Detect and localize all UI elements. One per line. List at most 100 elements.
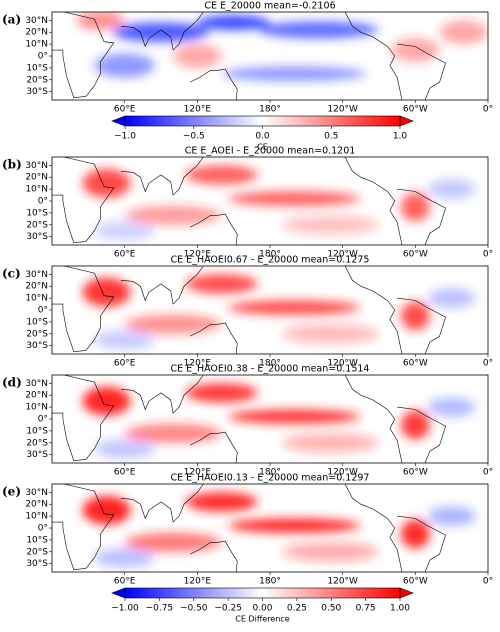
field-blob [185,492,258,512]
lat-tick-label: 0° [38,415,48,425]
panel-label: (a) [2,13,21,27]
lon-tick-label: 60°W [403,250,428,260]
lon-tick-label: 120°E [184,250,212,260]
lat-tick-label: 20°N [25,391,48,401]
coast-americas [344,375,403,463]
coastlines [52,484,446,572]
coast-sa-east [397,188,446,245]
lon-tick-label: 0° [483,577,493,587]
lon-tick-label: 120°W [327,359,358,369]
map-field [82,274,476,350]
colorbar-tick-label: 1.0 [393,132,408,142]
colorbar-tick-label: 0.0 [255,132,270,142]
field-blob [228,300,361,315]
lon-tick-label: 120°W [327,250,358,260]
lon-tick-label: 180° [259,359,281,369]
colorbar-tick-label: −0.25 [214,604,242,614]
map-panel: (e) CE E_HAOEI0.13 - E_20000 mean=0.1297 3… [2,473,493,587]
coast-asia [121,484,204,523]
lat-tick-label: 30°N [25,16,48,26]
colorbar-tick-label: −1.00 [111,604,139,614]
field-blob [125,205,222,225]
lon-tick-label: 120°W [327,105,358,115]
field-blob [439,20,488,45]
field-blob [400,410,430,440]
coast-americas [344,484,403,572]
panel-label: (c) [2,267,21,281]
map-panel: (d) CE E_HAOEI0.38 - E_20000 mean=0.1514 3… [2,364,493,478]
lat-tick-label: 20°S [26,438,48,448]
coast-asia [121,157,204,196]
map-panel: (c) CE E_HAOEI0.67 - E_20000 mean=0.1275 3… [2,255,493,369]
coast-sa-east [397,43,446,100]
map-field [82,492,476,568]
lat-tick-label: 10°N [25,294,48,304]
lat-tick-label: 10°S [26,208,48,218]
field-blob [94,53,155,78]
lon-tick-label: 0° [483,250,493,260]
lon-tick-label: 0° [483,359,493,369]
coast-sa-east [397,297,446,354]
field-blob [94,221,155,241]
map-panel: (a) CE E_20000 mean=-0.2106 30°N 20°N 10°N 0°… [2,1,493,115]
coast-americas [344,266,403,354]
colorbar-extend-high [399,115,414,127]
colorbar-tick-label: −0.5 [183,132,205,142]
lat-tick-label: 10°N [25,512,48,522]
colorbar-tick-label: −0.50 [180,604,208,614]
field-blob [185,383,258,403]
colorbar-label: CE [257,143,268,152]
coast-australia [189,322,238,354]
coast-australia [189,68,238,100]
lon-tick-label: 60°E [114,359,136,369]
lat-tick-label: 10°S [26,63,48,73]
coastlines [52,157,446,245]
lat-tick-label: 30°N [25,488,48,498]
lon-tick-label: 0° [483,468,493,478]
field-blob [125,423,222,443]
lat-tick-label: 30°N [25,161,48,171]
lon-tick-label: 180° [259,468,281,478]
lon-tick-label: 60°W [403,577,428,587]
lon-tick-label: 60°W [403,359,428,369]
colorbar-extend-high [399,587,414,599]
panel-title: CE E_HAOEI0.13 - E_20000 mean=0.1297 [171,473,370,484]
field-blob [228,409,361,424]
lon-tick-label: 120°E [184,468,212,478]
lat-tick-label: 30°N [25,379,48,389]
lon-tick-label: 120°E [184,105,212,115]
lat-tick-label: 10°N [25,403,48,413]
coast-sa-east [397,515,446,572]
coast-australia [189,213,238,245]
lon-tick-label: 60°W [403,105,428,115]
map-panel: (b) CE E_AOEI - E_20000 mean=0.1201 30°N 20… [2,146,493,260]
lon-tick-label: 60°E [114,105,136,115]
coast-australia [189,431,238,463]
lon-tick-label: 60°E [114,577,136,587]
field-blob [427,288,476,308]
coastlines [52,375,446,463]
lat-tick-label: 10°N [25,40,48,50]
lon-tick-label: 180° [259,105,281,115]
field-blob [228,518,361,533]
lat-tick-label: 10°S [26,317,48,327]
colorbar-body [124,115,401,127]
coast-asia [121,12,204,51]
coastlines [52,266,446,354]
panel-title: CE E_20000 mean=-0.2106 [204,1,335,12]
lat-tick-label: 30°S [26,341,48,351]
lon-tick-label: 180° [259,250,281,260]
field-blob [427,506,476,526]
coast-americas [344,157,403,245]
field-blob [94,330,155,350]
field-blob [427,397,476,417]
field-blob [82,495,131,525]
colorbar: −1.00 −0.75 −0.50 −0.25 0.00 0.25 0.50 0.75 1.00… [111,587,414,624]
field-blob [222,66,367,82]
field-blob [125,314,222,334]
field-blob [185,165,258,185]
field-blob [82,277,131,307]
map-field [82,165,476,241]
lat-tick-label: 30°S [26,559,48,569]
coastlines [52,12,446,100]
